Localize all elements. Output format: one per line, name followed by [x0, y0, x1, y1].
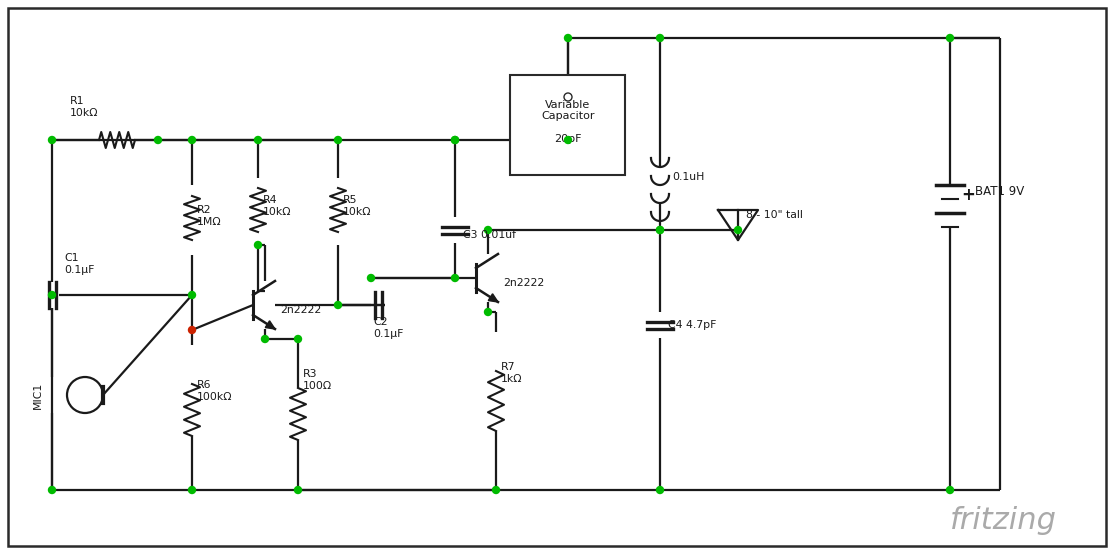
Text: 2n2222: 2n2222	[280, 305, 321, 315]
Circle shape	[188, 291, 195, 299]
Circle shape	[656, 34, 664, 42]
Circle shape	[254, 242, 262, 249]
Text: R1
10kΩ: R1 10kΩ	[70, 96, 98, 118]
Circle shape	[262, 336, 268, 342]
Text: C2
0.1μF: C2 0.1μF	[373, 317, 403, 338]
Polygon shape	[265, 321, 275, 329]
Text: R6
100kΩ: R6 100kΩ	[197, 380, 233, 402]
Circle shape	[656, 486, 664, 494]
Circle shape	[334, 136, 342, 143]
Text: C3 0.01uf: C3 0.01uf	[463, 230, 516, 240]
Circle shape	[49, 136, 56, 143]
Circle shape	[49, 486, 56, 494]
Text: R4
10kΩ: R4 10kΩ	[263, 195, 292, 217]
Circle shape	[734, 227, 742, 233]
Circle shape	[485, 309, 491, 315]
Circle shape	[49, 291, 56, 299]
Circle shape	[451, 274, 459, 281]
Text: R7
1kΩ: R7 1kΩ	[501, 362, 522, 383]
Circle shape	[451, 136, 459, 143]
Circle shape	[368, 274, 374, 281]
Circle shape	[492, 486, 499, 494]
Circle shape	[485, 227, 491, 233]
Circle shape	[294, 486, 302, 494]
Text: Variable
Capacitor

20pF: Variable Capacitor 20pF	[541, 100, 595, 145]
Text: C1
0.1μF: C1 0.1μF	[63, 253, 95, 275]
Circle shape	[656, 227, 664, 233]
Text: R5
10kΩ: R5 10kΩ	[343, 195, 371, 217]
Text: fritzing: fritzing	[950, 506, 1057, 535]
Circle shape	[334, 301, 342, 309]
Text: +: +	[961, 186, 975, 204]
Polygon shape	[488, 294, 498, 302]
Text: R3
100Ω: R3 100Ω	[303, 369, 332, 391]
Circle shape	[155, 136, 162, 143]
Circle shape	[565, 34, 571, 42]
Circle shape	[188, 486, 195, 494]
Circle shape	[188, 326, 195, 334]
Circle shape	[294, 336, 302, 342]
Circle shape	[656, 227, 664, 233]
Text: 8 - 10" tall: 8 - 10" tall	[746, 210, 803, 220]
Circle shape	[565, 136, 571, 143]
Circle shape	[451, 136, 459, 143]
Bar	[510, 75, 625, 175]
Text: C4 4.7pF: C4 4.7pF	[668, 320, 716, 330]
Circle shape	[947, 34, 954, 42]
Circle shape	[947, 486, 954, 494]
Text: BAT1 9V: BAT1 9V	[975, 185, 1024, 198]
Text: 2n2222: 2n2222	[504, 278, 545, 288]
Text: MIC1: MIC1	[33, 381, 43, 409]
Text: 0.1uH: 0.1uH	[672, 172, 704, 182]
Circle shape	[254, 136, 262, 143]
Text: R2
1MΩ: R2 1MΩ	[197, 205, 222, 227]
Circle shape	[188, 136, 195, 143]
